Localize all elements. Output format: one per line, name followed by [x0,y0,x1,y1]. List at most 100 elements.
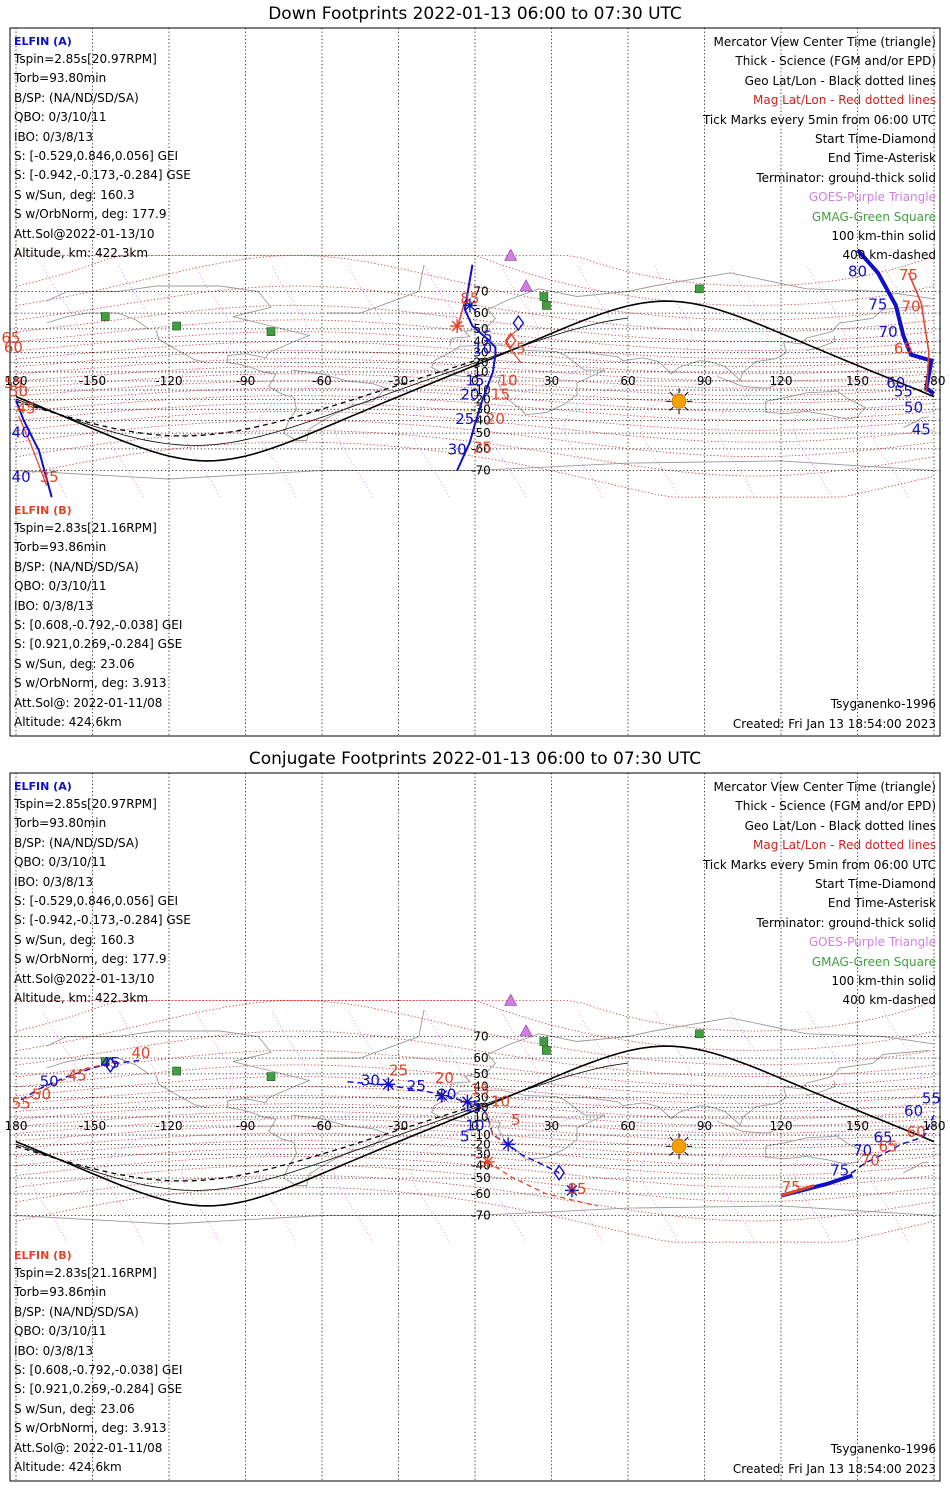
track-tick-label: 25 [455,410,474,428]
lon-tick-label: 180 [923,1119,946,1133]
geo-grid [10,773,940,1481]
legend-item: 100 km-thin solid [831,974,936,989]
info-line: S: [-0.942,-0.173,-0.284] GSE [14,168,191,183]
gmag-square [100,312,110,321]
track-tick-label: 60 [904,1102,923,1120]
track-tick-label: 10 [473,340,492,358]
info-line: Altitude: 424.6km [14,715,122,730]
end-time-asterisk [462,298,477,313]
track-tick-label: 60 [4,339,23,357]
elfin-a-info: ELFIN (A) Tspin=2.85s[20.97RPM] Torb=93.80… [14,34,191,263]
lat-tick-label: -60 [471,442,491,456]
lon-tick-label: 150 [846,1119,869,1133]
lat-tick-label: 10 [473,1110,488,1124]
track-tick-label: 50 [40,1073,59,1091]
track-tick-label: 40 [12,468,31,486]
lat-tick-label: 30 [473,346,488,360]
info-line: Torb=93.80min [14,71,107,86]
track-tick-label: 85 [460,289,479,307]
legend-item: GOES-Purple Triangle [808,935,936,950]
lon-tick-label: 0 [471,374,479,388]
lat-tick-label: -60 [471,1187,491,1201]
legend-item: Geo Lat/Lon - Black dotted lines [744,73,936,88]
model-label: Tsyganenko-1996 [830,1442,936,1456]
lon-tick-label: -60 [312,1119,332,1133]
track-tick-label: 50 [9,383,28,401]
legend-item: Tick Marks every 5min from 06:00 UTC [702,112,936,127]
track-tick-label: 15 [465,372,484,390]
track-tick-label: 55 [4,374,23,392]
lat-tick-label: 60 [473,1051,488,1065]
legend-item: GOES-Purple Triangle [808,190,936,205]
info-line: Tspin=2.85s[20.97RPM] [14,797,157,811]
gmag-square [172,1066,181,1076]
elfin-b-info: ELFIN (B) Tspin=2.83s[21.16RPM] Torb=93.86… [14,1248,182,1477]
elfin-name: ELFIN (B) [14,504,72,517]
lat-tick-label: -70 [471,1208,491,1222]
track-tick-label: 25 [389,1061,408,1079]
goes-triangle [504,248,518,261]
lon-tick-label: -90 [236,374,256,388]
info-line: Tspin=2.83s[21.16RPM] [14,1266,157,1280]
info-line: S w/OrbNorm, deg: 3.913 [14,676,167,691]
lon-tick-label: -30 [389,374,409,388]
info-line: B/SP: (NA/ND/SD/SA) [14,1304,139,1319]
model-label: Tsyganenko-1996 [830,697,936,711]
lon-tick-label: 60 [620,374,635,388]
start-time-diamond [553,1164,566,1181]
legend: Mercator View Center Time (triangle) Thic… [703,778,936,1011]
track-tick-label: 60 [907,1123,926,1141]
goes-triangle [519,279,533,292]
end-time-asterisk [501,1137,516,1152]
footprint-tracks [20,1056,935,1207]
track-tick-label: 20 [460,385,479,403]
lat-tick-label: 10 [473,365,488,379]
info-line: QBO: 0/3/10/11 [14,579,107,594]
info-line: Att.Sol@2022-01-13/10 [14,971,155,986]
track-tick-label: 5 [483,328,493,346]
track-tick-label: 40 [12,423,31,441]
info-line: S w/Sun, deg: 160.3 [14,187,135,202]
track-tick-label: 45 [17,400,36,418]
legend-item: Mag Lat/Lon - Red dotted lines [752,93,936,108]
track-tick-label: 30 [448,441,467,459]
footprint-tracks [15,248,936,498]
gmag-square [172,321,181,331]
map-svg: 180 -150 -120 -90 -60 -30 0 30 60 90 120 150 1807060… [0,772,950,1482]
lon-tick-label: -150 [79,374,106,388]
info-line: Att.Sol@: 2022-01-11/08 [14,695,163,710]
track-tick-label: 80 [848,262,867,280]
lon-tick-label: 30 [544,1119,559,1133]
lon-tick-label: -150 [79,1119,106,1133]
lon-tick-label: 60 [620,1119,635,1133]
gmag-square [539,292,549,301]
lat-tick-label: -50 [471,426,491,440]
track-tick-label: 15 [471,1081,490,1099]
track-tick-label: 30 [361,1071,380,1089]
info-line: IBO: 0/3/8/13 [14,1343,93,1358]
lat-tick-label: 40 [473,335,488,349]
info-line: B/SP: (NA/ND/SD/SA) [14,90,139,105]
info-line: IBO: 0/3/8/13 [14,874,93,889]
elfin-name: ELFIN (A) [14,35,72,48]
lat-tick-label: -50 [471,1171,491,1185]
map-svg: 180 -150 -120 -90 -60 -30 0 30 60 90 120 150 1807060… [0,27,950,737]
lon-tick-label: 180 [5,1119,28,1133]
info-line: S w/OrbNorm, deg: 177.9 [14,952,167,967]
track-tick-label: 70 [853,1141,872,1159]
legend-item: 100 km-thin solid [831,229,936,244]
gmag-square [542,1046,551,1055]
info-line: S w/Sun, deg: 23.06 [14,656,135,671]
info-line: S: [0.608,-0.792,-0.038] GEI [14,618,183,633]
info-line: Torb=93.86min [14,1285,107,1300]
panel-title: Down Footprints 2022-01-13 06:00 to 07:3… [268,4,682,24]
gmag-square [695,284,704,294]
track-tick-label: 50 [904,398,923,416]
lon-tick-label: 180 [5,374,28,388]
info-line: S w/OrbNorm, deg: 3.913 [14,1421,167,1436]
track-tick-label: 20 [435,1069,454,1087]
lat-tick-label: -20 [471,392,491,406]
track-tick-label: 85 [567,1180,586,1198]
legend-item: End Time-Asterisk [827,151,936,166]
